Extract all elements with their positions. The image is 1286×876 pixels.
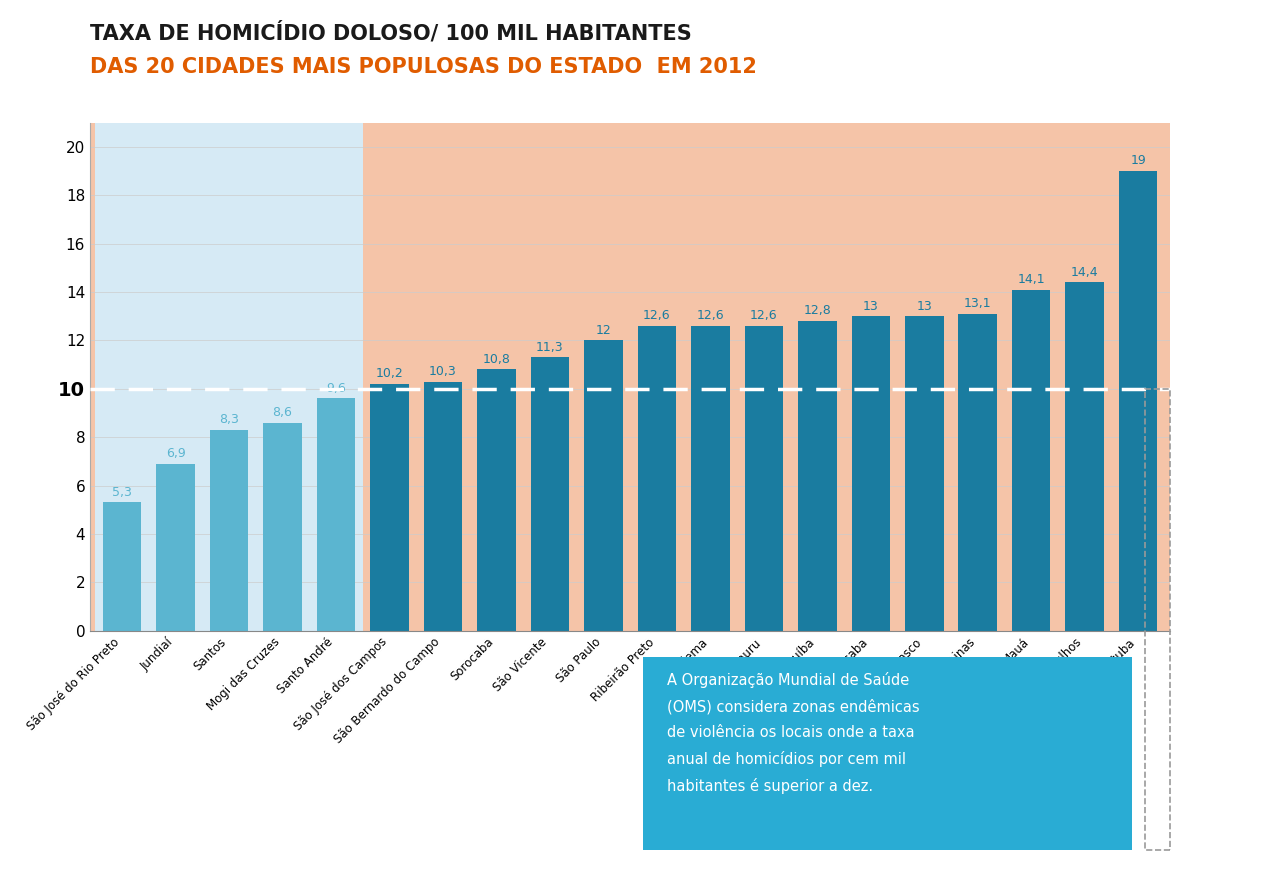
Bar	[210, 430, 248, 631]
Text: 9,6: 9,6	[327, 382, 346, 395]
Text: 14,1: 14,1	[1017, 273, 1046, 286]
Bar	[958, 314, 997, 631]
Text: DAS 20 CIDADES MAIS POPULOSAS DO ESTADO  EM 2012: DAS 20 CIDADES MAIS POPULOSAS DO ESTADO …	[90, 57, 757, 77]
Text: 12,8: 12,8	[804, 304, 831, 317]
Text: 13: 13	[917, 300, 932, 313]
Text: 5,3: 5,3	[112, 486, 132, 498]
Bar	[531, 357, 570, 631]
Bar	[95, 123, 363, 631]
Text: 12,6: 12,6	[643, 309, 671, 322]
FancyBboxPatch shape	[643, 657, 1132, 850]
Bar	[584, 341, 622, 631]
Bar	[1012, 290, 1051, 631]
Bar	[1119, 171, 1157, 631]
Text: 13,1: 13,1	[964, 297, 992, 310]
Bar	[638, 326, 676, 631]
Bar	[316, 399, 355, 631]
Text: 12,6: 12,6	[697, 309, 724, 322]
Bar	[851, 316, 890, 631]
Bar	[423, 382, 462, 631]
Text: 10,3: 10,3	[430, 365, 457, 378]
Text: 11,3: 11,3	[536, 341, 563, 354]
Text: 8,6: 8,6	[273, 406, 292, 419]
Text: 19: 19	[1130, 154, 1146, 167]
Bar	[477, 370, 516, 631]
Text: 6,9: 6,9	[166, 447, 185, 460]
Bar	[370, 384, 409, 631]
Bar	[745, 326, 783, 631]
Bar	[103, 503, 141, 631]
Text: 13: 13	[863, 300, 878, 313]
Text: 10,8: 10,8	[482, 353, 511, 366]
Text: 12,6: 12,6	[750, 309, 778, 322]
Text: 14,4: 14,4	[1071, 265, 1098, 279]
Text: 10,2: 10,2	[376, 367, 404, 380]
Bar	[1065, 282, 1103, 631]
Text: TAXA DE HOMICÍDIO DOLOSO/ 100 MIL HABITANTES: TAXA DE HOMICÍDIO DOLOSO/ 100 MIL HABITA…	[90, 22, 692, 44]
Bar	[905, 316, 944, 631]
Text: 12: 12	[595, 324, 611, 336]
Bar	[799, 321, 837, 631]
Bar	[157, 463, 195, 631]
Bar	[691, 326, 729, 631]
Bar	[264, 422, 302, 631]
Text: A Organização Mundial de Saúde
(OMS) considera zonas endêmicas
de violência os l: A Organização Mundial de Saúde (OMS) con…	[667, 673, 919, 794]
Text: 8,3: 8,3	[219, 413, 239, 427]
